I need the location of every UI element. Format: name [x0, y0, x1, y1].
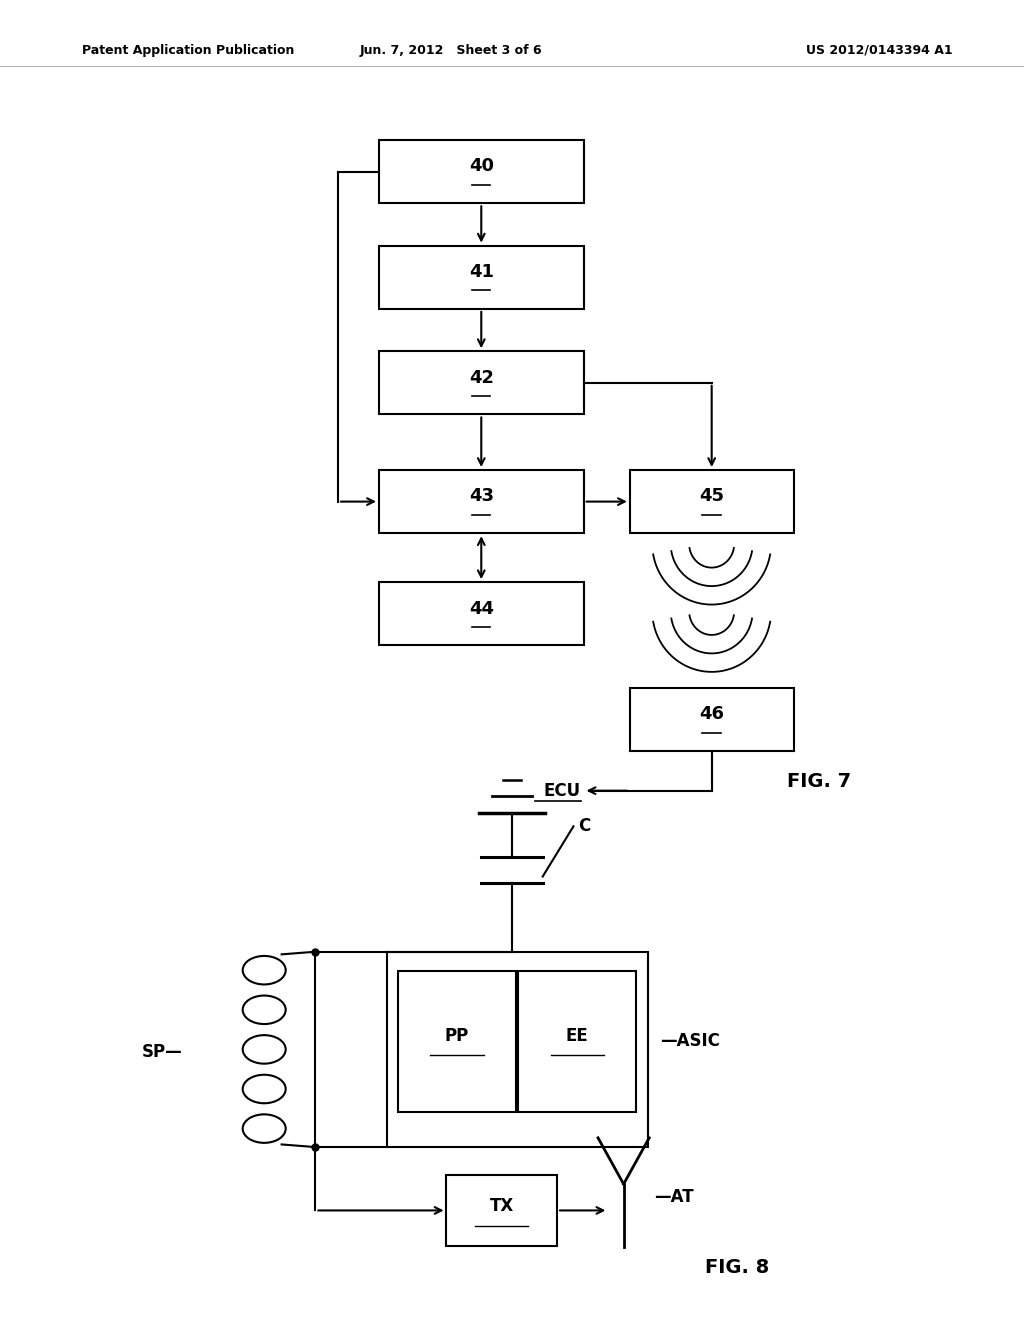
Text: —ASIC: —ASIC	[660, 1032, 720, 1051]
Bar	[379, 140, 584, 203]
Bar	[630, 470, 794, 533]
Text: —AT: —AT	[654, 1188, 694, 1206]
Text: Patent Application Publication: Patent Application Publication	[82, 44, 294, 57]
Text: 43: 43	[469, 487, 494, 506]
Bar	[518, 972, 637, 1111]
Text: 44: 44	[469, 599, 494, 618]
Text: 42: 42	[469, 368, 494, 387]
Text: 40: 40	[469, 157, 494, 176]
Bar	[446, 1175, 557, 1246]
Bar	[379, 246, 584, 309]
Text: TX: TX	[489, 1197, 514, 1216]
Text: SP—: SP—	[141, 1043, 182, 1061]
Text: 46: 46	[699, 705, 724, 723]
Ellipse shape	[243, 1074, 286, 1104]
Ellipse shape	[243, 1114, 286, 1143]
Ellipse shape	[243, 995, 286, 1024]
Bar	[379, 470, 584, 533]
Text: C: C	[579, 817, 591, 836]
Text: Jun. 7, 2012   Sheet 3 of 6: Jun. 7, 2012 Sheet 3 of 6	[359, 44, 542, 57]
Text: FIG. 7: FIG. 7	[787, 772, 851, 791]
Text: ECU: ECU	[544, 781, 581, 800]
Text: 45: 45	[699, 487, 724, 506]
Bar	[379, 582, 584, 645]
Ellipse shape	[243, 956, 286, 985]
Bar	[387, 952, 648, 1147]
Bar	[379, 351, 584, 414]
Text: FIG. 8: FIG. 8	[706, 1258, 769, 1276]
Bar	[630, 688, 794, 751]
Ellipse shape	[243, 1035, 286, 1064]
Text: US 2012/0143394 A1: US 2012/0143394 A1	[806, 44, 952, 57]
Text: PP: PP	[444, 1027, 469, 1045]
Text: EE: EE	[566, 1027, 589, 1045]
Text: 41: 41	[469, 263, 494, 281]
Bar	[397, 972, 516, 1111]
